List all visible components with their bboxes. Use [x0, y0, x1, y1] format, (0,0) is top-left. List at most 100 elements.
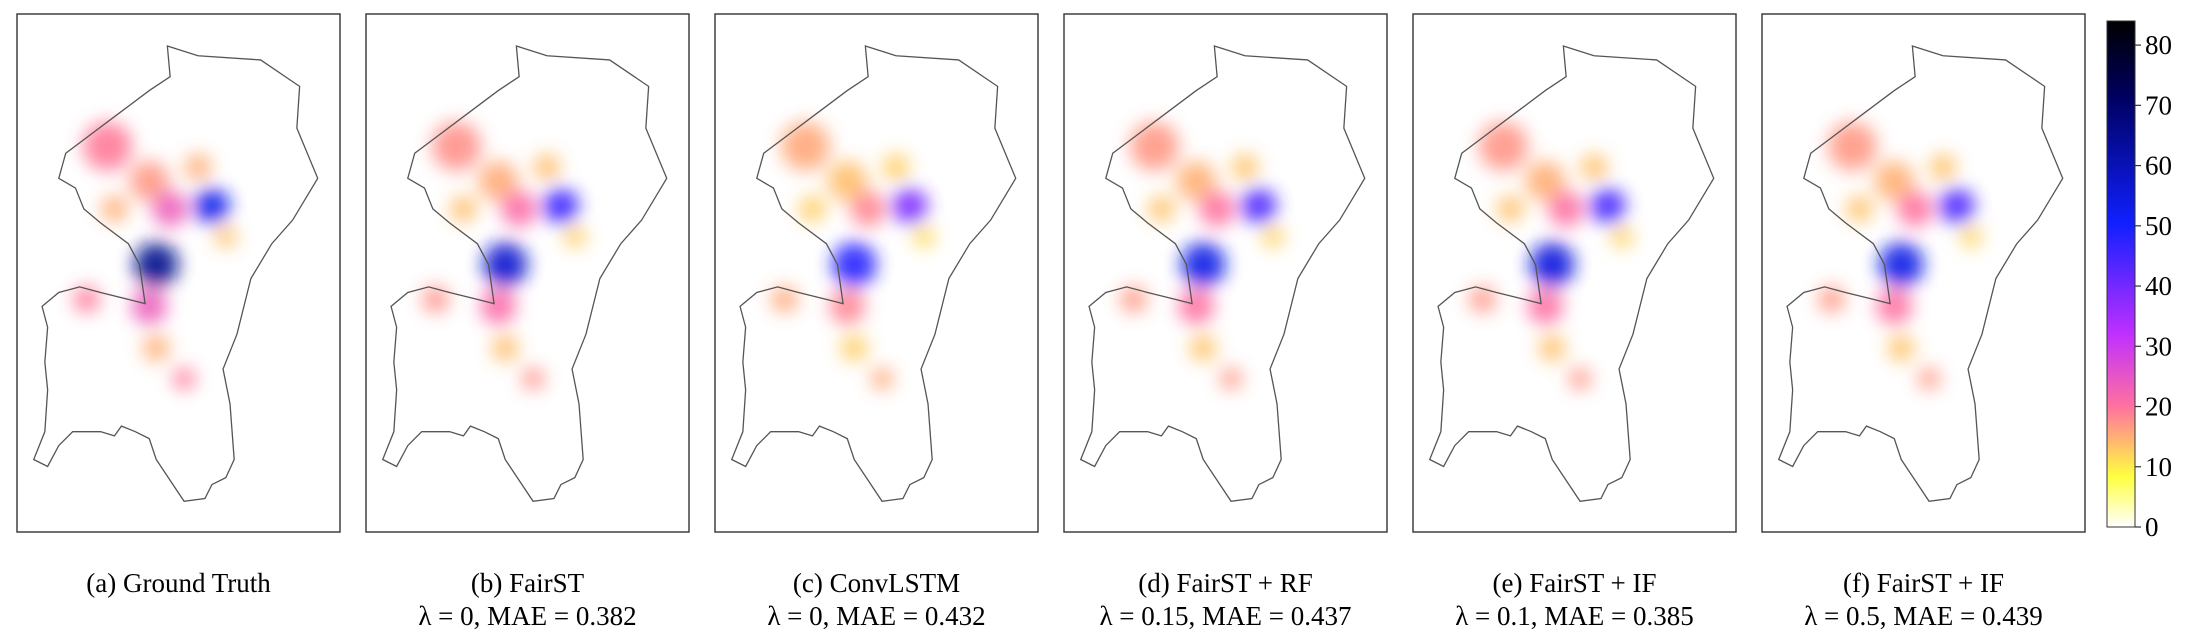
hotspot — [1876, 288, 1913, 325]
hotspot — [1469, 286, 1496, 313]
heatmap — [73, 121, 237, 390]
hotspot — [214, 225, 237, 248]
hotspot — [1148, 195, 1175, 223]
hotspot — [422, 286, 449, 313]
panel-frame — [714, 13, 1039, 533]
hotspot — [129, 161, 170, 202]
hotspot — [870, 367, 894, 390]
colorbar-tick-label: 60 — [2145, 151, 2172, 181]
panel-caption: (b) FairST — [471, 568, 585, 598]
colorbar-tick-label: 70 — [2145, 90, 2172, 120]
panel-frame — [16, 13, 341, 533]
panel-metrics: λ = 0.1, MAE = 0.385 — [1455, 601, 1694, 631]
hotspot — [1897, 191, 1933, 227]
hotspot — [1219, 367, 1243, 390]
hotspot — [882, 153, 910, 181]
hotspot — [1939, 188, 1975, 224]
panel-metrics: λ = 0.15, MAE = 0.437 — [1099, 601, 1351, 631]
hotspot — [1538, 334, 1566, 362]
hotspot — [1199, 191, 1235, 227]
hotspot — [829, 288, 866, 325]
hotspot — [780, 121, 830, 171]
hotspot — [133, 242, 179, 287]
panel — [16, 13, 341, 533]
hotspot — [1261, 225, 1284, 248]
panel-frame — [1761, 13, 2086, 533]
region-outline — [32, 45, 319, 502]
heatmap — [1469, 121, 1633, 390]
hotspot — [431, 121, 481, 171]
hotspot — [172, 367, 196, 390]
hotspot — [1120, 286, 1147, 313]
hotspot — [1527, 288, 1564, 325]
hotspot — [184, 153, 212, 181]
hotspot — [478, 161, 519, 202]
hotspot — [543, 188, 579, 224]
colorbar-tick-label: 20 — [2145, 392, 2172, 422]
colorbar-tick-label: 0 — [2145, 512, 2159, 542]
hotspot — [1548, 191, 1584, 227]
panel — [365, 13, 690, 533]
hotspot — [1846, 195, 1873, 223]
hotspot — [1478, 121, 1528, 171]
hotspot — [491, 334, 519, 362]
hotspot — [1917, 367, 1941, 390]
hotspot — [101, 195, 128, 223]
panel-caption: (a) Ground Truth — [86, 568, 271, 598]
panel-caption: (e) FairST + IF — [1493, 568, 1657, 598]
heatmap — [422, 121, 586, 390]
hotspot — [840, 334, 868, 362]
panel-metrics: λ = 0, MAE = 0.432 — [767, 601, 985, 631]
heatmap — [771, 121, 935, 390]
panel — [1063, 13, 1388, 533]
hotspot — [194, 188, 230, 224]
hotspot — [1497, 195, 1524, 223]
hotspot — [152, 191, 188, 227]
hotspot — [1129, 121, 1179, 171]
hotspot — [912, 225, 935, 248]
hotspot — [482, 242, 528, 287]
hotspot — [1887, 334, 1915, 362]
hotspot — [450, 195, 477, 223]
panel-frame — [1412, 13, 1737, 533]
panel-caption: (c) ConvLSTM — [793, 568, 960, 598]
hotspot — [1231, 153, 1259, 181]
hotspot — [892, 188, 928, 224]
colorbar-tick-label: 30 — [2145, 331, 2172, 361]
hotspot — [1178, 288, 1215, 325]
panel-frame — [365, 13, 690, 533]
panel-metrics: λ = 0, MAE = 0.382 — [418, 601, 636, 631]
hotspot — [563, 225, 586, 248]
region-outline — [1428, 45, 1715, 502]
hotspot — [1525, 161, 1566, 202]
hotspot — [1176, 161, 1217, 202]
hotspot — [521, 367, 545, 390]
panel — [714, 13, 1039, 533]
hotspot — [142, 334, 170, 362]
hotspot — [533, 153, 561, 181]
region-outline — [1079, 45, 1366, 502]
colorbar-tick-label: 10 — [2145, 452, 2172, 482]
hotspot — [799, 195, 826, 223]
panel — [1412, 13, 1737, 533]
colorbar-tick-label: 50 — [2145, 211, 2172, 241]
heatmap — [1120, 121, 1284, 390]
hotspot — [1874, 161, 1915, 202]
panel-metrics: λ = 0.5, MAE = 0.439 — [1804, 601, 2043, 631]
hotspot — [501, 191, 537, 227]
colorbar — [2106, 20, 2136, 528]
region-outline — [730, 45, 1017, 502]
hotspot — [1610, 225, 1633, 248]
hotspot — [771, 286, 798, 313]
hotspot — [1818, 286, 1845, 313]
hotspot — [1827, 121, 1877, 171]
hotspot — [1580, 153, 1608, 181]
hotspot — [1568, 367, 1592, 390]
heatmap — [1818, 121, 1982, 390]
hotspot — [1529, 242, 1575, 287]
panel-frame — [1063, 13, 1388, 533]
hotspot — [1180, 242, 1226, 287]
panel-caption: (d) FairST + RF — [1138, 568, 1313, 598]
hotspot — [131, 288, 168, 325]
